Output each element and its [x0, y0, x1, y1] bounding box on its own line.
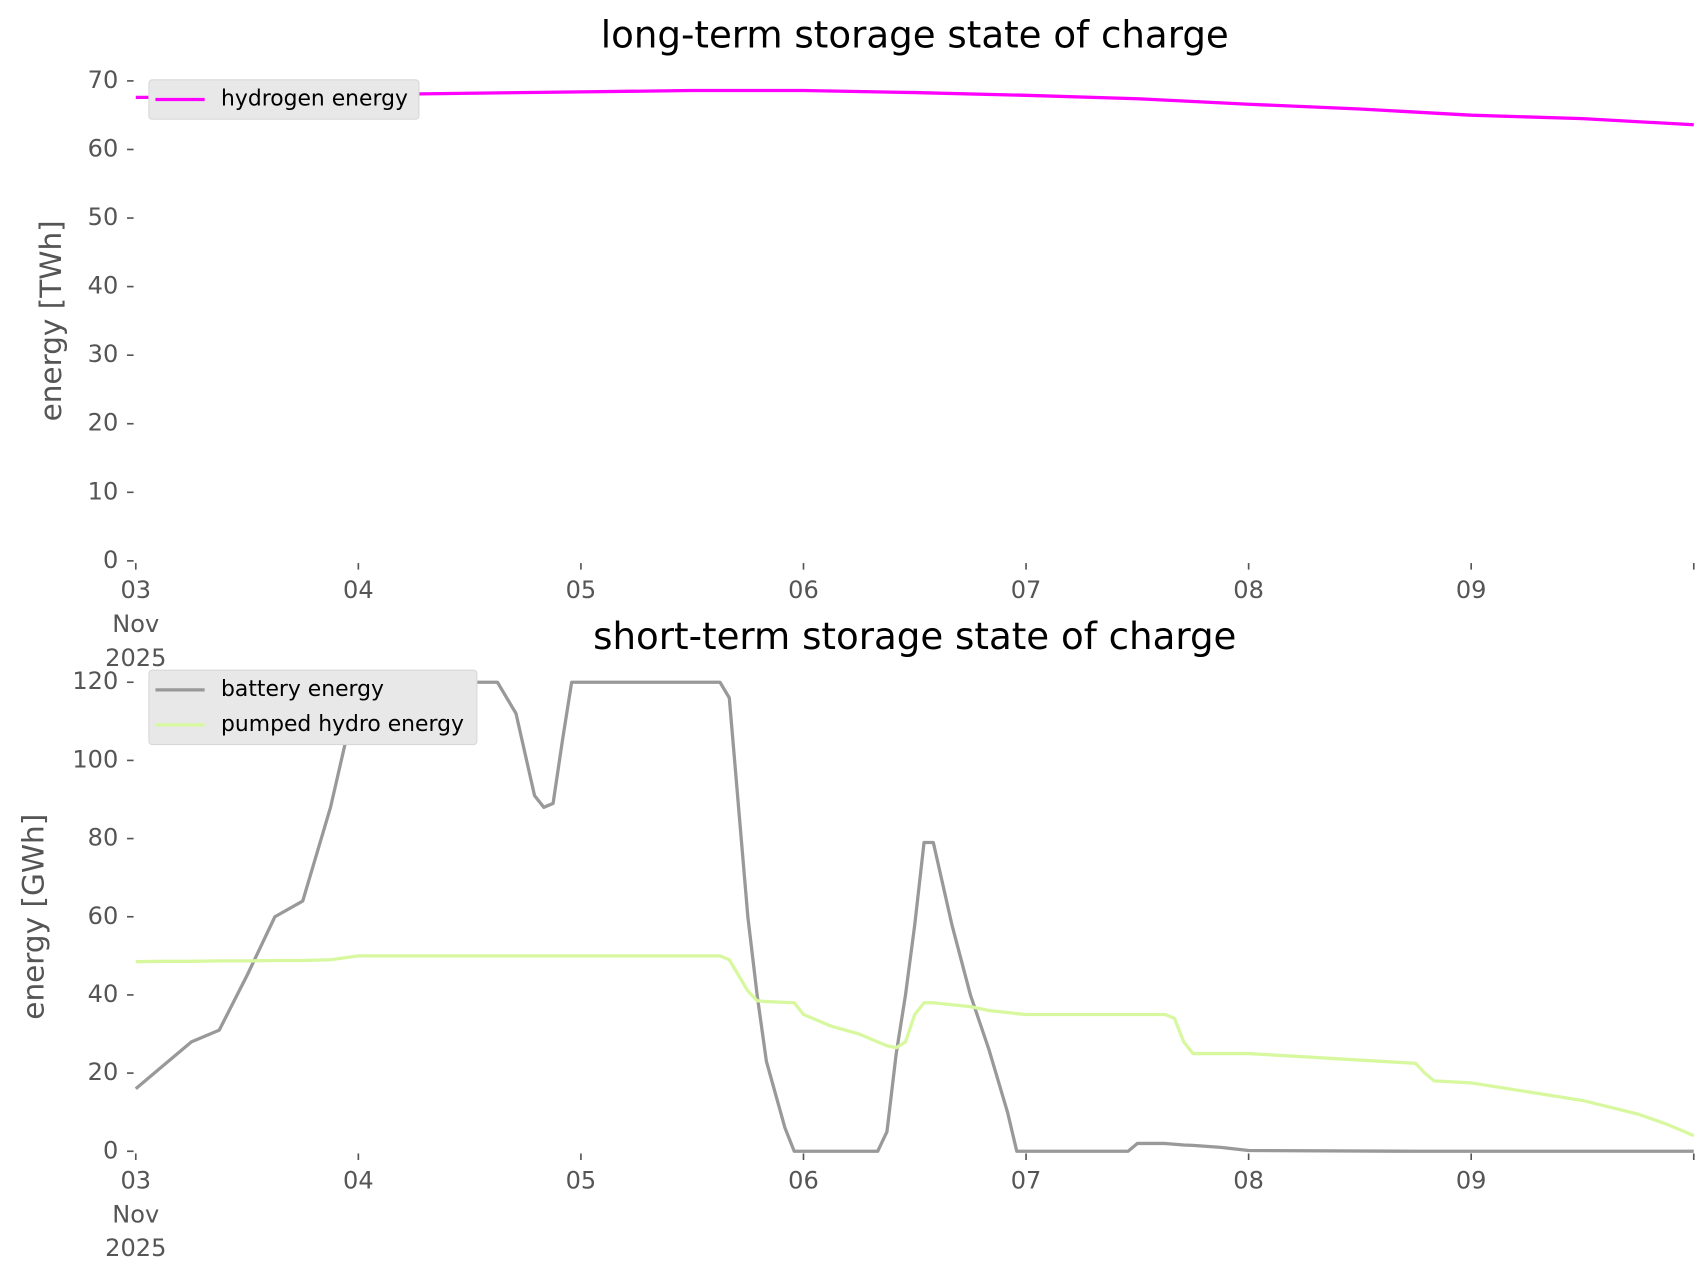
x-tick-label: 06 — [788, 1167, 819, 1196]
x-tick-label-box: 04 — [343, 1167, 374, 1196]
y-tick-label: 0 — [103, 546, 118, 574]
x-tick-label: 07 — [1010, 577, 1042, 605]
y-tick-label: 0 — [103, 1136, 118, 1164]
x-tick-label: 03 Nov 2025 — [105, 577, 167, 673]
y-tick-label: 40 — [88, 272, 119, 300]
chart-title: long-term storage state of charge — [601, 13, 1229, 57]
x-tick-label-box: 07 — [1010, 577, 1042, 605]
x-tick-label: 05 — [565, 577, 597, 605]
y-tick-label: 120 — [72, 667, 118, 695]
x-tick-label: 09 — [1455, 1167, 1487, 1196]
chart-title: short-term storage state of charge — [593, 614, 1236, 658]
x-tick-label-box: 05 — [565, 577, 597, 605]
y-tick-label: 20 — [88, 1058, 119, 1086]
y-tick-label: 20 — [88, 409, 119, 437]
x-tick-label: 04 — [343, 1167, 374, 1196]
x-tick-label: 06 — [788, 577, 819, 605]
y-axis-label: energy [TWh] — [34, 220, 68, 421]
x-tick-label-box: 09 — [1455, 577, 1487, 605]
y-tick-label: 30 — [88, 340, 119, 368]
x-tick-label-box: 06 — [788, 1167, 819, 1196]
y-tick-label: 100 — [72, 745, 118, 773]
x-tick-label: 04 — [343, 577, 374, 605]
x-tick-label: 08 — [1233, 1167, 1264, 1196]
y-tick-label: 50 — [88, 203, 119, 231]
y-tick-label: 60 — [88, 902, 119, 930]
y-tick-label: 70 — [88, 66, 119, 94]
x-tick-label: 05 — [565, 1167, 597, 1196]
y-tick-label: 80 — [88, 824, 119, 852]
x-tick-label-box: 05 — [565, 1167, 597, 1196]
legend-box — [148, 79, 420, 120]
x-tick-label-box: 04 — [343, 577, 374, 605]
y-tick-label: 40 — [88, 980, 119, 1008]
x-tick-label-box: 03 Nov 2025 — [105, 577, 167, 673]
y-tick-label: 60 — [88, 134, 119, 162]
y-tick-label: 10 — [88, 477, 119, 505]
x-tick-label: 09 — [1455, 577, 1487, 605]
x-tick-label-box: 08 — [1233, 1167, 1264, 1196]
x-tick-label-box: 08 — [1233, 577, 1264, 605]
legend-box — [148, 669, 478, 746]
legend-label: hydrogen energy — [221, 86, 408, 111]
line — [135, 954, 1695, 1138]
x-tick-label: 03 Nov 2025 — [105, 1167, 167, 1263]
legend-label: battery energy — [221, 677, 384, 702]
x-tick-label: 08 — [1233, 577, 1264, 605]
x-tick-label-box: 07 — [1010, 1167, 1042, 1196]
y-axis-label: energy [GWh] — [17, 814, 51, 1020]
x-tick-label-box: 09 — [1455, 1167, 1487, 1196]
x-tick-label-box: 06 — [788, 577, 819, 605]
x-tick-label: 07 — [1010, 1167, 1042, 1196]
legend-label: pumped hydro energy — [221, 712, 464, 737]
x-tick-label-box: 03 Nov 2025 — [105, 1167, 167, 1263]
